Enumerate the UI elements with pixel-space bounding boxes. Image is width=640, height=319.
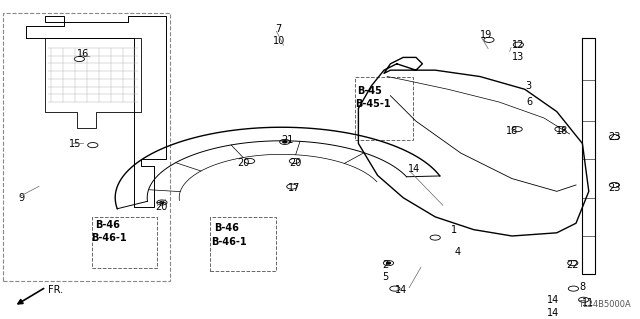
Text: 22: 22 [566, 260, 579, 270]
Text: 14: 14 [395, 285, 407, 295]
Text: B-46: B-46 [214, 223, 239, 233]
Text: 20: 20 [155, 202, 167, 212]
Text: 21: 21 [282, 135, 294, 145]
Text: 8: 8 [579, 282, 586, 292]
Text: 11: 11 [582, 298, 595, 308]
Text: 23: 23 [609, 132, 621, 142]
Text: 20: 20 [289, 158, 301, 168]
Text: 19: 19 [480, 30, 492, 40]
Text: 23: 23 [609, 183, 621, 193]
Text: B-46: B-46 [95, 220, 120, 230]
Text: 14: 14 [547, 295, 559, 305]
Text: 6: 6 [526, 97, 532, 107]
Text: 14: 14 [547, 308, 559, 317]
Text: 5: 5 [382, 272, 388, 282]
Text: 18: 18 [556, 126, 568, 136]
Text: 4: 4 [454, 247, 461, 257]
Text: TL24B5000A: TL24B5000A [578, 300, 630, 309]
Text: 18: 18 [506, 126, 518, 136]
Text: B-45: B-45 [357, 86, 382, 96]
Text: B-46-1: B-46-1 [211, 237, 247, 247]
Text: 2: 2 [382, 260, 388, 270]
Circle shape [283, 141, 287, 143]
Circle shape [387, 262, 390, 264]
Text: 16: 16 [77, 49, 89, 59]
Circle shape [160, 202, 164, 204]
Text: 12: 12 [512, 40, 524, 50]
Text: FR.: FR. [48, 285, 63, 295]
Text: 13: 13 [512, 52, 524, 63]
Text: 17: 17 [288, 183, 300, 193]
Text: 1: 1 [451, 225, 458, 234]
Text: 15: 15 [69, 138, 81, 149]
Text: B-45-1: B-45-1 [355, 99, 391, 109]
Text: 3: 3 [525, 81, 532, 91]
Text: 7: 7 [275, 24, 282, 34]
Text: 10: 10 [273, 36, 285, 47]
Text: 9: 9 [18, 193, 24, 203]
Text: B-46-1: B-46-1 [92, 233, 127, 243]
Text: 14: 14 [408, 164, 420, 174]
Text: 20: 20 [237, 158, 249, 168]
